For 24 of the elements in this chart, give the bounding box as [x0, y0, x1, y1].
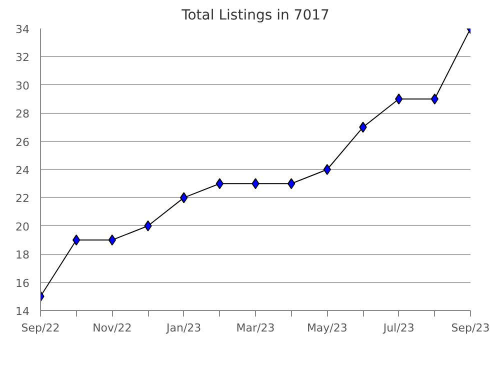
point: [72, 234, 80, 246]
y-tick-label: 32: [16, 51, 30, 64]
point: [108, 234, 116, 246]
y-tick-label: 20: [16, 220, 30, 234]
x-tick-label: May/23: [306, 322, 348, 334]
point: [395, 94, 403, 104]
x-tick-label: Jan/23: [166, 322, 202, 334]
y-tick-label: 34: [16, 23, 30, 36]
x-tick-label: Sep/23: [451, 322, 490, 334]
y-tick-label: 30: [16, 79, 30, 92]
point: [323, 164, 331, 175]
y-tick-label: 24: [16, 164, 30, 177]
x-tick-label: Sep/22: [21, 322, 60, 334]
y-tick-label: 16: [16, 276, 30, 290]
x-tick-label: Nov/22: [92, 322, 132, 334]
x-tick-label: Jul/23: [382, 322, 414, 334]
y-tick-label: 26: [16, 136, 30, 149]
y-tick-label: 22: [16, 192, 30, 206]
y-tick-label: 18: [16, 248, 30, 262]
point: [430, 94, 438, 104]
x-tick-label: Mar/23: [236, 322, 275, 334]
y-tick-label: 28: [16, 108, 30, 121]
chart-title: Total Listings in 7017: [180, 8, 330, 24]
y-tick-label: 14: [16, 305, 30, 318]
